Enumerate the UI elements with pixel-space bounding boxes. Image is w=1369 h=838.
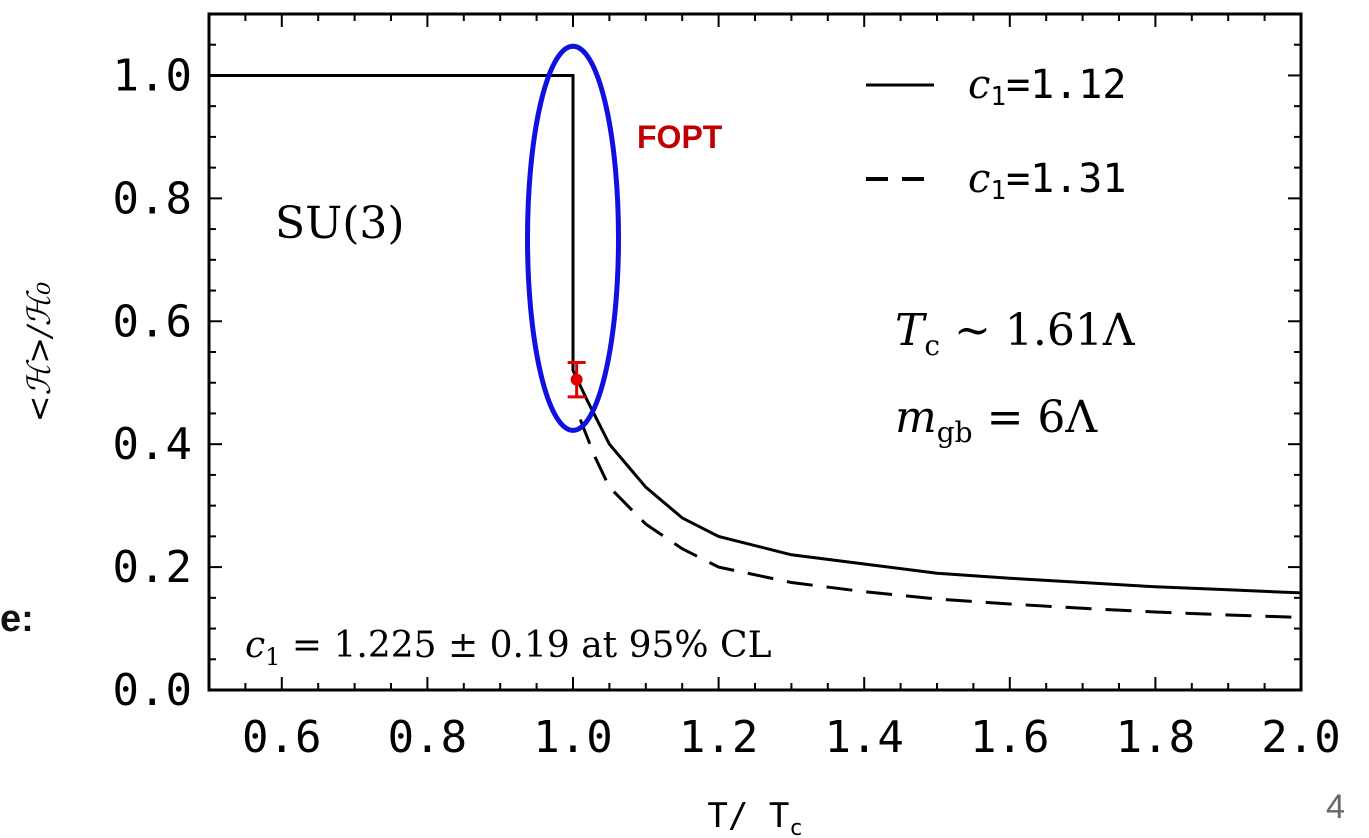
x-axis-label: T/ Tc — [707, 796, 802, 838]
x-tick-label: 0.6 — [242, 712, 321, 763]
y-tick-label: 0.2 — [113, 542, 192, 593]
mgb-annotation: mgb = 6Λ — [895, 392, 1098, 449]
y-tick-label: 0.8 — [113, 173, 192, 224]
fopt-label: FOPT — [637, 119, 723, 155]
su3-label: SU(3) — [275, 198, 405, 249]
y-axis-label: <ℋ>/ℋ₀ — [20, 282, 58, 423]
x-tick-label: 1.2 — [679, 712, 758, 763]
series-layer — [209, 74, 1302, 619]
lattice-data-point — [570, 373, 583, 386]
y-tick-label: 0.0 — [113, 665, 192, 716]
x-axis-label-sub: c — [789, 816, 802, 838]
legend: c1=1.12 c1=1.31 — [866, 62, 1126, 206]
legend-label-c1-112: c1=1.12 — [968, 62, 1126, 112]
legend-label-c1-131: c1=1.31 — [968, 156, 1126, 206]
tick-labels: 0.6 0.8 1.0 1.2 1.4 1.6 1.8 2.0 0.0 0.2 0.4 0.6 0.8 1… — [113, 50, 1341, 763]
x-tick-label: 1.4 — [824, 712, 903, 763]
x-tick-label: 1.8 — [1116, 712, 1195, 763]
fopt-highlight-ellipse — [525, 43, 621, 433]
y-tick-label: 1.0 — [113, 50, 192, 101]
c1-fit-annotation: c1 = 1.225 ± 0.19 at 95% CL — [245, 625, 772, 671]
series-line-dashed — [578, 419, 1302, 619]
x-tick-label: 2.0 — [1261, 712, 1340, 763]
tick-marks — [209, 14, 1301, 690]
slide-text-fragment: e: — [0, 598, 34, 640]
tc-annotation: Tc ∼ 1.61Λ — [895, 305, 1136, 362]
x-axis-label-main: T/ T — [707, 796, 789, 836]
series-line-solid — [209, 74, 1302, 595]
page-number: 4 — [1326, 788, 1345, 826]
x-tick-label: 1.0 — [533, 712, 612, 763]
y-tick-label: 0.6 — [113, 296, 192, 347]
plot-frame — [207, 12, 1303, 692]
x-tick-label: 0.8 — [388, 712, 467, 763]
y-tick-label: 0.4 — [113, 419, 192, 470]
x-tick-label: 1.6 — [970, 712, 1049, 763]
